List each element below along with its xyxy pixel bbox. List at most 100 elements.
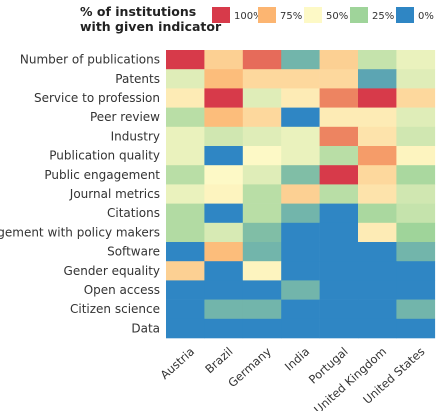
legend-swatch-75 <box>258 7 276 23</box>
cell-number-of-publications-austria <box>166 50 205 70</box>
legend-label-25: 25% <box>372 11 394 22</box>
cell-public-engagement-united-kingdom <box>358 165 397 185</box>
cell-open-access-brazil <box>204 280 244 300</box>
cell-publication-quality-brazil <box>204 146 244 166</box>
cell-engagement-with-policy-makers-austria <box>166 222 205 243</box>
cell-industry-united-states <box>396 126 436 147</box>
row-label-data: Data <box>131 321 160 335</box>
cell-engagement-with-policy-makers-brazil <box>204 222 244 243</box>
cell-peer-review-austria <box>166 107 205 128</box>
cell-industry-india <box>281 126 320 147</box>
cell-open-access-austria <box>166 280 205 300</box>
cell-number-of-publications-brazil <box>204 50 244 70</box>
cell-engagement-with-policy-makers-india <box>281 222 320 243</box>
cell-service-to-profession-brazil <box>204 88 244 108</box>
column-label-brazil: Brazil <box>202 344 235 376</box>
cell-peer-review-india <box>281 107 320 128</box>
cell-peer-review-portugal <box>319 107 359 128</box>
column-label-austria: Austria <box>158 344 198 382</box>
legend-label-50: 50% <box>326 11 348 22</box>
cell-software-united-kingdom <box>358 242 397 262</box>
cell-data-germany <box>242 318 282 339</box>
legend-title-line-2: with given indicator <box>80 19 222 34</box>
cell-patents-united-states <box>396 69 436 89</box>
cell-gender-equality-portugal <box>319 261 359 281</box>
cell-industry-germany <box>242 126 282 147</box>
cell-citations-united-states <box>396 203 436 224</box>
cell-industry-austria <box>166 126 205 147</box>
cell-peer-review-germany <box>242 107 282 128</box>
cell-software-austria <box>166 242 205 262</box>
cell-data-brazil <box>204 318 244 339</box>
cell-citations-germany <box>242 203 282 224</box>
row-label-industry: Industry <box>111 129 160 143</box>
cell-open-access-portugal <box>319 280 359 300</box>
cell-citizen-science-portugal <box>319 299 359 320</box>
legend-swatch-50 <box>304 7 322 23</box>
row-label-service-to-profession: Service to profession <box>34 91 160 105</box>
cell-gender-equality-united-kingdom <box>358 261 397 281</box>
cell-patents-germany <box>242 69 282 89</box>
cell-service-to-profession-portugal <box>319 88 359 108</box>
cell-publication-quality-united-kingdom <box>358 146 397 166</box>
cell-industry-brazil <box>204 126 244 147</box>
cell-gender-equality-united-states <box>396 261 436 281</box>
cell-number-of-publications-united-kingdom <box>358 50 397 70</box>
legend-label-75: 75% <box>280 11 302 22</box>
cell-data-united-states <box>396 318 436 339</box>
cell-citizen-science-united-states <box>396 299 436 320</box>
row-labels: Number of publications Patents Service to … <box>0 53 160 336</box>
legend-swatch-100 <box>212 7 230 23</box>
cell-citations-portugal <box>319 203 359 224</box>
cell-journal-metrics-brazil <box>204 184 244 204</box>
cell-software-germany <box>242 242 282 262</box>
cell-patents-india <box>281 69 320 89</box>
cell-journal-metrics-india <box>281 184 320 204</box>
cell-number-of-publications-portugal <box>319 50 359 70</box>
cell-engagement-with-policy-makers-united-kingdom <box>358 222 397 243</box>
cell-industry-portugal <box>319 126 359 147</box>
cell-publication-quality-united-states <box>396 146 436 166</box>
cell-citations-india <box>281 203 320 224</box>
column-label-germany: Germany <box>225 344 274 390</box>
cell-data-india <box>281 318 320 339</box>
cell-software-brazil <box>204 242 244 262</box>
cell-publication-quality-india <box>281 146 320 166</box>
cell-citations-united-kingdom <box>358 203 397 224</box>
legend: % of institutions with given indicator 1… <box>80 4 434 34</box>
cell-patents-united-kingdom <box>358 69 397 89</box>
cell-citizen-science-united-kingdom <box>358 299 397 320</box>
cell-journal-metrics-united-kingdom <box>358 184 397 204</box>
row-label-number-of-publications: Number of publications <box>20 53 160 67</box>
cell-patents-austria <box>166 69 205 89</box>
cell-open-access-india <box>281 280 320 300</box>
column-label-india: India <box>282 344 312 373</box>
row-label-public-engagement: Public engagement <box>44 168 160 182</box>
cell-citations-austria <box>166 203 205 224</box>
legend-title-line-1: % of institutions <box>80 4 196 19</box>
cell-public-engagement-brazil <box>204 165 244 185</box>
cell-public-engagement-germany <box>242 165 282 185</box>
cell-engagement-with-policy-makers-portugal <box>319 222 359 243</box>
cell-patents-portugal <box>319 69 359 89</box>
cell-data-austria <box>166 318 205 339</box>
cell-publication-quality-austria <box>166 146 205 166</box>
legend-label-100: 100% <box>234 11 263 22</box>
cell-open-access-united-kingdom <box>358 280 397 300</box>
cell-service-to-profession-united-kingdom <box>358 88 397 108</box>
row-label-gender-equality: Gender equality <box>64 264 160 278</box>
cell-number-of-publications-united-states <box>396 50 436 70</box>
legend-swatch-0 <box>396 7 414 23</box>
cell-industry-united-kingdom <box>358 126 397 147</box>
cell-journal-metrics-austria <box>166 184 205 204</box>
cell-service-to-profession-germany <box>242 88 282 108</box>
cell-data-united-kingdom <box>358 318 397 339</box>
row-label-patents: Patents <box>115 72 160 86</box>
cell-number-of-publications-india <box>281 50 320 70</box>
cell-public-engagement-portugal <box>319 165 359 185</box>
cell-publication-quality-portugal <box>319 146 359 166</box>
cell-service-to-profession-india <box>281 88 320 108</box>
cell-public-engagement-india <box>281 165 320 185</box>
